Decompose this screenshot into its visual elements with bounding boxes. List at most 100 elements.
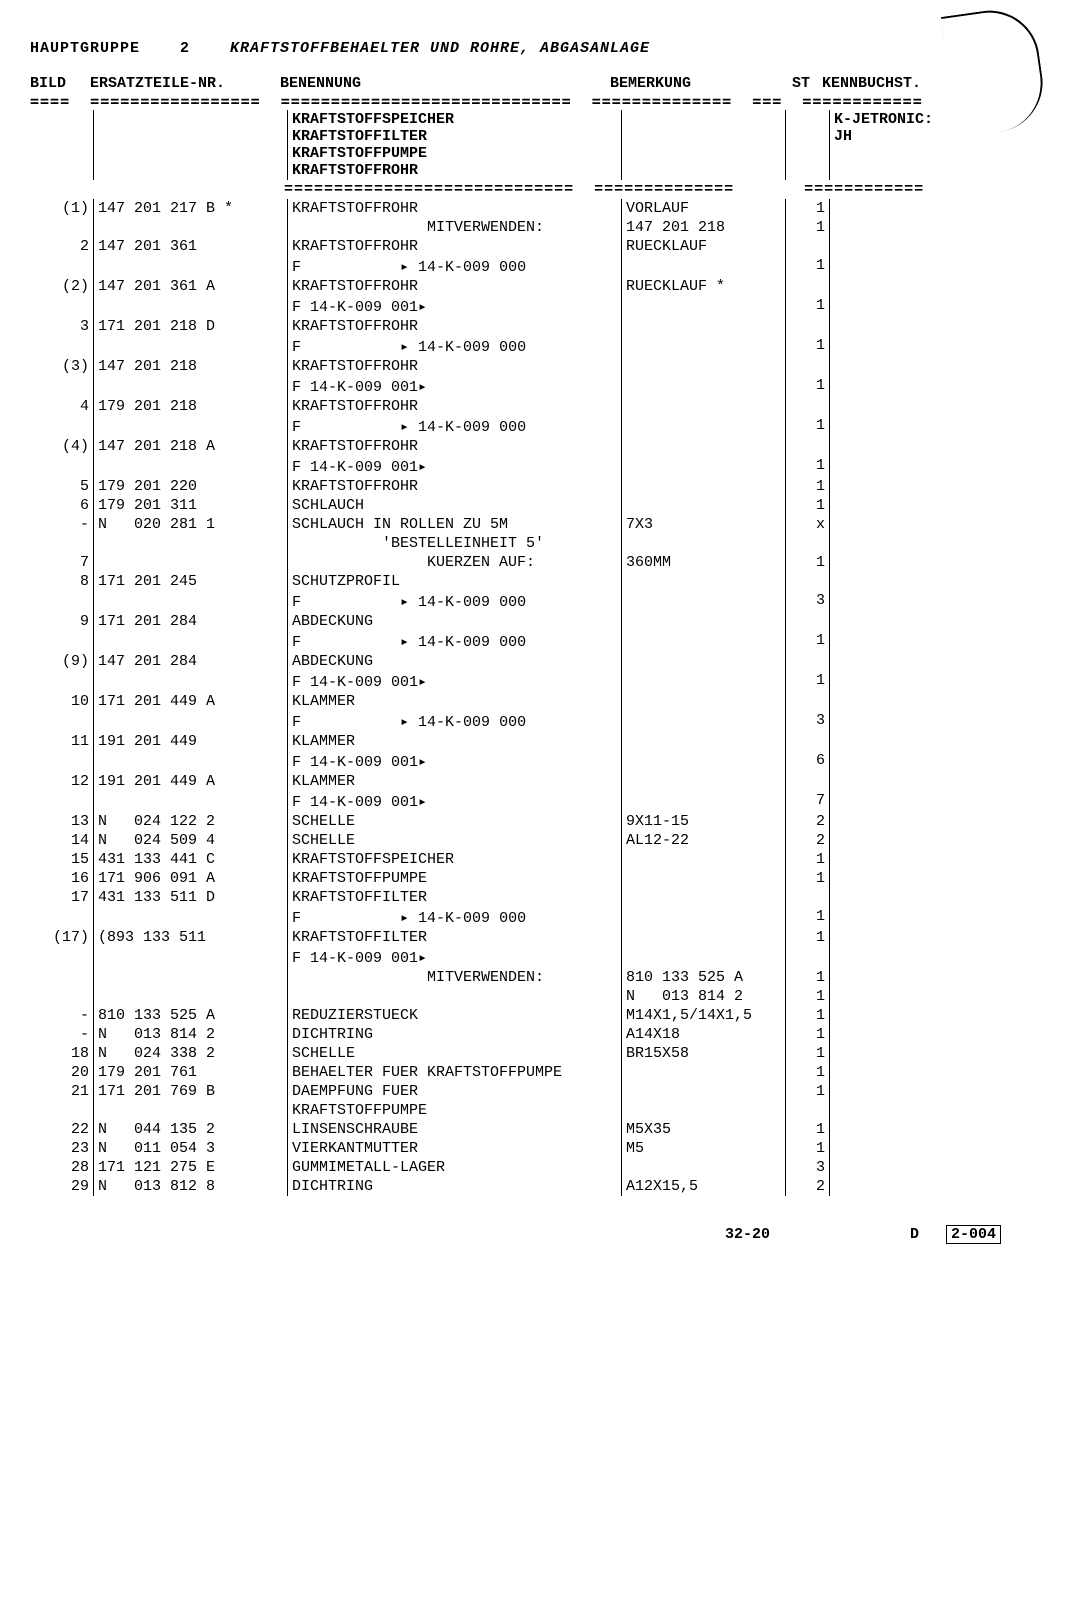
cell-benennung: F ▸ 14-K-009 000 <box>288 256 622 277</box>
cell-bild: 6 <box>30 496 94 515</box>
cell-kenn <box>830 947 1052 968</box>
cell-bild: 11 <box>30 732 94 751</box>
cell-st <box>786 397 830 416</box>
cell-part <box>94 631 288 652</box>
cell-st: 1 <box>786 1120 830 1139</box>
table-row: 17431 133 511 DKRAFTSTOFFILTER <box>30 888 1051 907</box>
cell-benennung: KLAMMER <box>288 692 622 711</box>
cell-part <box>94 256 288 277</box>
cell-bild <box>30 947 94 968</box>
cell-benennung: 'BESTELLEINHEIT 5' <box>288 534 622 553</box>
cell-benennung: VIERKANTMUTTER <box>288 1139 622 1158</box>
table-row: F 14-K-009 001▸1 <box>30 296 1051 317</box>
cell-st: 1 <box>786 199 830 218</box>
cell-bild <box>30 711 94 732</box>
cell-st: 2 <box>786 831 830 850</box>
section-kennbuchst: K-JETRONIC: JH <box>830 110 1052 180</box>
cell-st: 1 <box>786 1063 830 1082</box>
cell-benennung: KRAFTSTOFFROHR <box>288 199 622 218</box>
cell-kenn <box>830 496 1052 515</box>
cell-benennung: KLAMMER <box>288 732 622 751</box>
cell-bild: 18 <box>30 1044 94 1063</box>
parts-table: KRAFTSTOFFSPEICHER KRAFTSTOFFILTER KRAFT… <box>30 110 1051 1196</box>
cell-bild: (2) <box>30 277 94 296</box>
cell-bild: (17) <box>30 928 94 947</box>
cell-bemerkung <box>622 751 786 772</box>
cell-bild: 2 <box>30 237 94 256</box>
cell-bemerkung: 360MM <box>622 553 786 572</box>
cell-part <box>94 336 288 357</box>
cell-benennung: KRAFTSTOFFROHR <box>288 437 622 456</box>
cell-bild: 3 <box>30 317 94 336</box>
cell-bemerkung <box>622 928 786 947</box>
cell-bemerkung <box>622 732 786 751</box>
cell-kenn <box>830 1101 1052 1120</box>
cell-benennung: F 14-K-009 001▸ <box>288 671 622 692</box>
table-row: (2)147 201 361 AKRAFTSTOFFROHRRUECKLAUF … <box>30 277 1051 296</box>
cell-bild: 28 <box>30 1158 94 1177</box>
cell-bemerkung <box>622 888 786 907</box>
cell-kenn <box>830 237 1052 256</box>
cell-bemerkung <box>622 692 786 711</box>
table-row: F 14-K-009 001▸7 <box>30 791 1051 812</box>
col-bild: BILD <box>30 75 90 92</box>
cell-bemerkung <box>622 357 786 376</box>
cell-st <box>786 572 830 591</box>
cell-bemerkung <box>622 296 786 317</box>
cell-bild: 15 <box>30 850 94 869</box>
cell-part: (893 133 511 <box>94 928 288 947</box>
cell-bild <box>30 1101 94 1120</box>
cell-part <box>94 968 288 987</box>
table-row: -N 020 281 1SCHLAUCH IN ROLLEN ZU 5M7X3x <box>30 515 1051 534</box>
cell-kenn <box>830 572 1052 591</box>
cell-benennung: F ▸ 14-K-009 000 <box>288 416 622 437</box>
cell-part: 171 201 284 <box>94 612 288 631</box>
table-row: 12191 201 449 AKLAMMER <box>30 772 1051 791</box>
table-row: -810 133 525 AREDUZIERSTUECKM14X1,5/14X1… <box>30 1006 1051 1025</box>
table-row: 'BESTELLEINHEIT 5' <box>30 534 1051 553</box>
cell-bild: (1) <box>30 199 94 218</box>
cell-benennung: F 14-K-009 001▸ <box>288 947 622 968</box>
cell-bild <box>30 534 94 553</box>
cell-part: N 024 122 2 <box>94 812 288 831</box>
cell-bild <box>30 968 94 987</box>
header: HAUPTGRUPPE 2 KRAFTSTOFFBEHAELTER UND RO… <box>30 40 1051 57</box>
cell-benennung: F ▸ 14-K-009 000 <box>288 591 622 612</box>
cell-bemerkung <box>622 612 786 631</box>
table-row: 21171 201 769 BDAEMPFUNG FUER1 <box>30 1082 1051 1101</box>
cell-part: 147 201 361 <box>94 237 288 256</box>
cell-benennung: REDUZIERSTUECK <box>288 1006 622 1025</box>
cell-part: N 011 054 3 <box>94 1139 288 1158</box>
cell-kenn <box>830 652 1052 671</box>
cell-part: 179 201 220 <box>94 477 288 496</box>
cell-st: 1 <box>786 256 830 277</box>
cell-benennung: DAEMPFUNG FUER <box>288 1082 622 1101</box>
cell-benennung: F ▸ 14-K-009 000 <box>288 336 622 357</box>
cell-bemerkung <box>622 1101 786 1120</box>
cell-bemerkung <box>622 256 786 277</box>
cell-bemerkung <box>622 572 786 591</box>
cell-st: 7 <box>786 791 830 812</box>
cell-part: 147 201 218 <box>94 357 288 376</box>
cell-bild <box>30 751 94 772</box>
cell-st <box>786 437 830 456</box>
table-row: F 14-K-009 001▸1 <box>30 456 1051 477</box>
cell-st <box>786 888 830 907</box>
cell-part: 147 201 218 A <box>94 437 288 456</box>
cell-benennung: KUERZEN AUF: <box>288 553 622 572</box>
cell-kenn <box>830 1082 1052 1101</box>
cell-bild: 17 <box>30 888 94 907</box>
cell-bemerkung: M5 <box>622 1139 786 1158</box>
cell-part <box>94 711 288 732</box>
cell-st: 1 <box>786 968 830 987</box>
cell-st <box>786 692 830 711</box>
cell-kenn <box>830 397 1052 416</box>
cell-bemerkung <box>622 1158 786 1177</box>
cell-kenn <box>830 831 1052 850</box>
cell-bild <box>30 416 94 437</box>
cell-part: N 020 281 1 <box>94 515 288 534</box>
table-row: 8171 201 245SCHUTZPROFIL <box>30 572 1051 591</box>
cell-benennung: MITVERWENDEN: <box>288 218 622 237</box>
cell-kenn <box>830 1025 1052 1044</box>
cell-bild: 20 <box>30 1063 94 1082</box>
